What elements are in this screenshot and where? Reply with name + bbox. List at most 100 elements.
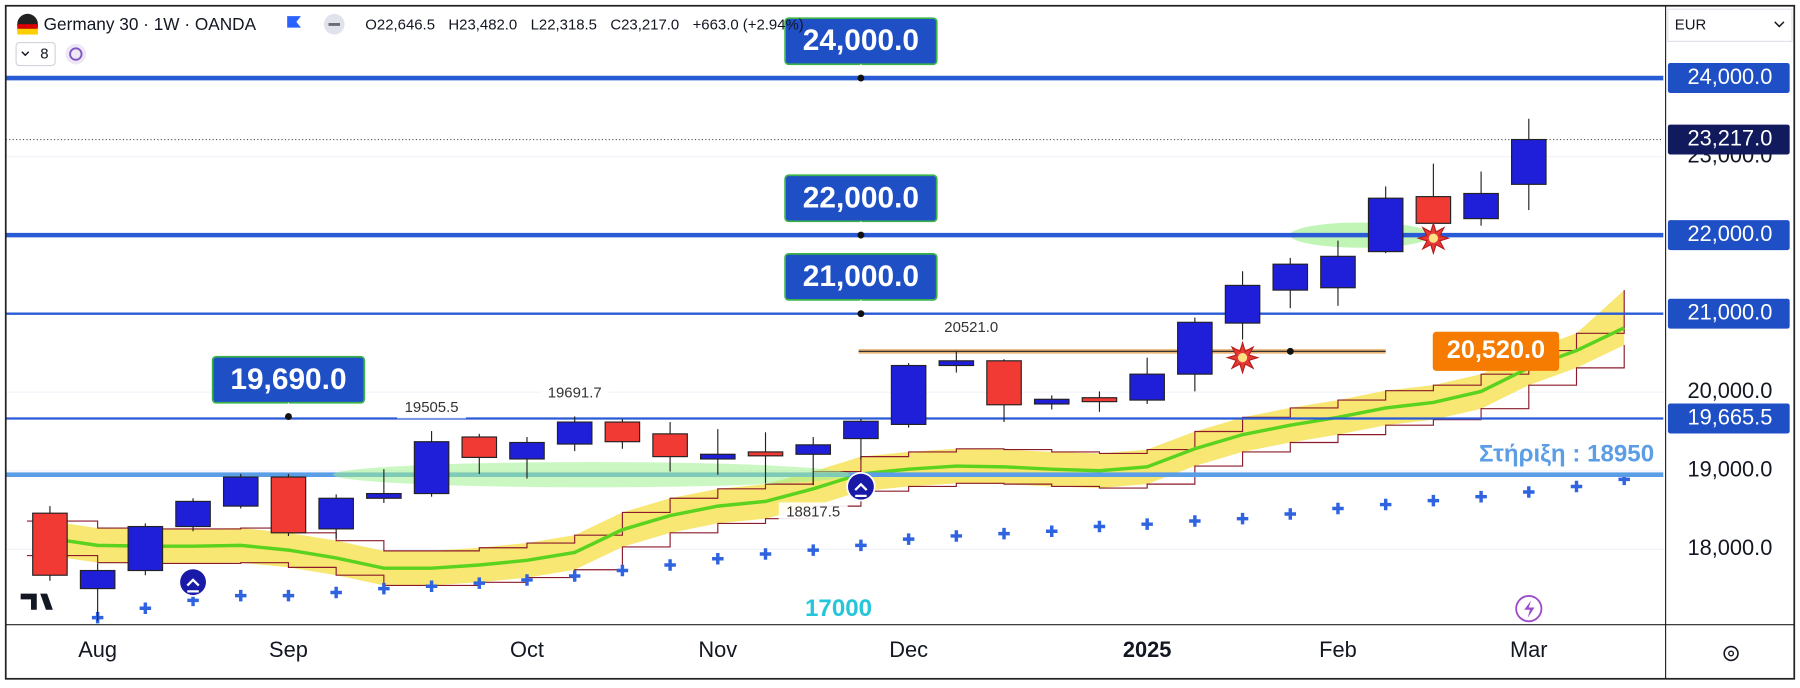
- support-label: Στήριξη : 18950: [1479, 440, 1654, 467]
- status-icon: [328, 23, 341, 26]
- candle-body: [318, 497, 354, 530]
- settings-icon: [1728, 650, 1735, 657]
- annotation: 20521.0: [944, 319, 998, 336]
- level-dot: [1286, 347, 1294, 355]
- callout-label: 20,520.0: [1447, 336, 1545, 364]
- annotation-bg: [540, 383, 610, 404]
- candle-body: [1272, 263, 1309, 291]
- chevron-icon: [1774, 21, 1785, 28]
- callout-box: [1432, 331, 1560, 371]
- band-edge: [26, 290, 1625, 552]
- flag-marker[interactable]: [287, 16, 301, 28]
- price-label: 19,665.5: [1687, 404, 1772, 429]
- candle-body: [986, 360, 1022, 406]
- callout-dot: [857, 74, 865, 82]
- x-tick-label: Oct: [510, 637, 544, 662]
- plus-marker: [1284, 508, 1297, 520]
- overlay: Στήριξη : 18950 19505.5 19691.7 20521.0 1881…: [178, 17, 1654, 623]
- event-icon: [1428, 233, 1438, 243]
- change: +663.0 (+2.94%): [693, 16, 804, 33]
- plus-marker: [1045, 525, 1058, 538]
- ohlc-value: 23,482.0: [459, 16, 517, 33]
- candle-body: [556, 421, 593, 445]
- plus-marker: [950, 530, 963, 542]
- callout-dot: [857, 310, 865, 318]
- signal-icon: [186, 578, 200, 593]
- plus-marker: [664, 559, 676, 571]
- ohlc-value: 23,217.0: [621, 16, 679, 33]
- signal-icon: [178, 567, 208, 597]
- plus-marker: [521, 574, 533, 586]
- chevron-icon: [21, 51, 30, 57]
- settings-icon[interactable]: [1723, 645, 1739, 662]
- candle-body: [1415, 196, 1452, 224]
- x-tick-label: Sep: [269, 637, 308, 662]
- price-label: 24,000.0: [1687, 64, 1772, 89]
- sync-icon[interactable]: [65, 43, 87, 65]
- flag-icon: [17, 28, 38, 35]
- callout-dot: [285, 413, 292, 421]
- plus-marker: [1236, 512, 1249, 525]
- currency-select[interactable]: [1667, 8, 1793, 42]
- watermark: 17000: [805, 595, 872, 622]
- plus-marker: [1332, 502, 1344, 515]
- callout-label: 22,000.0: [803, 181, 919, 214]
- x-tick-label: Mar: [1510, 637, 1548, 662]
- candle-body: [509, 441, 545, 460]
- x-tick-label: 2025: [1123, 637, 1172, 662]
- annotation-bg: [921, 317, 991, 339]
- plus-marker: [425, 580, 438, 592]
- plus-marker: [282, 589, 295, 602]
- candle-body: [413, 441, 450, 495]
- plus-marker: [1189, 515, 1201, 527]
- plus-marker: [1427, 494, 1440, 507]
- frame: [4, 4, 1796, 680]
- plus-marker: [807, 544, 819, 556]
- plus-marker: [855, 539, 867, 552]
- candle-body: [1320, 255, 1356, 289]
- candle-body: [1033, 398, 1070, 405]
- callout-label: 21,000.0: [803, 260, 919, 293]
- candle-body: [270, 476, 307, 534]
- plus-marker: [378, 582, 390, 595]
- price-label: 23,217.0: [1687, 125, 1772, 150]
- price-label: 22,000.0: [1687, 221, 1772, 246]
- plus-marker: [902, 533, 915, 545]
- x-tick-label: Dec: [889, 637, 928, 662]
- price-label-box: [1667, 63, 1790, 93]
- indicator-toggle[interactable]: [15, 41, 56, 67]
- candle-body: [1177, 321, 1213, 375]
- callout-box: [784, 17, 938, 66]
- ohlc-value: 22,318.5: [539, 16, 597, 33]
- signal-icon: [846, 471, 876, 502]
- sync-icon: [69, 47, 83, 61]
- event-icon: [1524, 600, 1535, 618]
- plus-marker: [568, 570, 581, 582]
- ohlc-key: H: [448, 16, 459, 33]
- annotation: 18817.5: [786, 504, 840, 521]
- price-label-box: [1667, 298, 1790, 329]
- plus-marker: [1523, 486, 1535, 498]
- plus-marker: [139, 602, 152, 614]
- trend-line: [49, 326, 1625, 570]
- candle-body: [604, 421, 641, 443]
- x-tick-label: Feb: [1319, 637, 1357, 662]
- candle-body: [127, 525, 164, 572]
- price-label: 21,000.0: [1687, 299, 1772, 324]
- candle-body: [175, 500, 211, 528]
- highlight: [333, 462, 851, 488]
- candle-body: [1081, 397, 1118, 403]
- ohlc-value: 22,646.5: [377, 16, 435, 33]
- plus-marker: [759, 548, 772, 560]
- ohlc-legend: O22,646.5 H23,482.0 L22,318.5 C23,217.0 …: [365, 16, 804, 33]
- candle-body: [843, 420, 879, 440]
- ohlc-key: C: [610, 16, 621, 33]
- symbol-title: Germany 30 · 1W · OANDA: [44, 14, 257, 34]
- callout-label: 24,000.0: [803, 24, 919, 57]
- event-icon: [1237, 353, 1248, 363]
- price-label-box: [1667, 124, 1790, 155]
- plus-marker: [1141, 518, 1153, 530]
- y-tick-label: 20,000.0: [1687, 378, 1772, 403]
